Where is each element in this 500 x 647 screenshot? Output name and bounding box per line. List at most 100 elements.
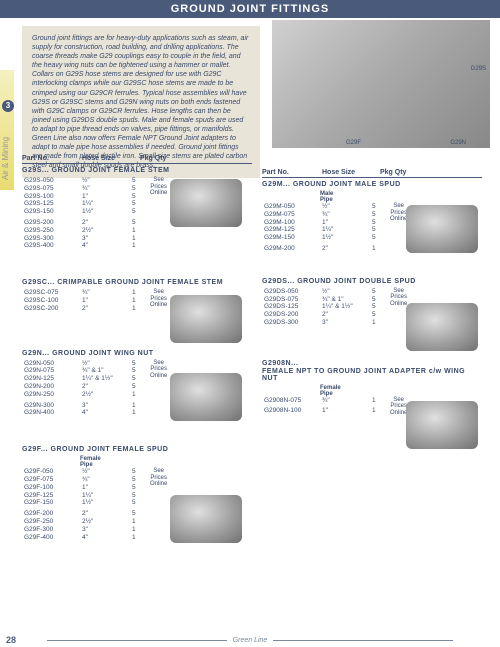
cell-size: 2"	[80, 383, 130, 391]
table-row: G29N-050½"5See Prices Online	[22, 360, 169, 368]
table-row: G29M-050½"5See Prices Online	[262, 203, 409, 211]
cell-qty: 5	[130, 208, 148, 216]
col-hosesize-r: Hose Size	[322, 169, 380, 176]
cell-qty: 5	[370, 234, 388, 242]
cell-qty: 1	[130, 534, 148, 542]
footer-brand: Green Line	[0, 637, 500, 644]
table-row: G29S-3003"1	[22, 235, 148, 243]
see-prices-note: See Prices Online	[148, 289, 169, 312]
col-pkgqty: Pkg Qty	[140, 155, 180, 162]
table-row: G29F-1501½"5	[22, 499, 169, 507]
hero-label-g29f: G29F	[346, 140, 361, 146]
cell-qty: 1	[130, 235, 148, 243]
cell-qty: 5	[130, 510, 148, 518]
cell-partno: G29F-075	[22, 476, 80, 484]
cell-partno: G29S-125	[22, 200, 80, 208]
cell-size: 2½"	[80, 391, 130, 399]
table-row: G29M-1001"5	[262, 219, 409, 227]
cell-size: 1½"	[80, 208, 130, 216]
cell-partno: G29S-050	[22, 177, 80, 185]
cell-size: 4"	[80, 409, 130, 417]
table-row: G29S-2502½"1	[22, 227, 148, 235]
cell-size: ½"	[320, 203, 370, 211]
cell-partno: G29SC-075	[22, 289, 80, 297]
table-g29m: G29M-050½"5See Prices OnlineG29M-075¾"5G…	[262, 203, 409, 242]
cell-partno: G29DS-075	[262, 296, 320, 304]
table-row: G29M-075¾"5	[262, 211, 409, 219]
table-g29f-2: G29F-2002"5G29F-2502½"1G29F-3003"1G29F-4…	[22, 510, 148, 541]
cell-qty: 1	[130, 305, 148, 313]
cell-size: 2½"	[80, 227, 130, 235]
cell-size: 3"	[80, 526, 130, 534]
cell-partno: G29DS-125	[262, 303, 320, 311]
cell-size: 1¼" & 1½"	[320, 303, 370, 311]
col-partno: Part No.	[22, 155, 82, 162]
cell-qty: 5	[130, 375, 148, 383]
table-g29n-2: G29N-3003"1G29N-4004"1	[22, 402, 148, 418]
table-row: G29S-1501½"5	[22, 208, 169, 216]
cell-qty: 1	[370, 319, 388, 327]
table-row: G29DS-2002"5	[262, 311, 409, 319]
product-image-g29m	[406, 205, 478, 253]
cell-qty: 5	[370, 211, 388, 219]
cell-size: ¾"	[80, 289, 130, 297]
cell-partno: G2908N-100	[262, 407, 320, 417]
cell-size: ½"	[80, 468, 130, 476]
table-g29f: G29F-050½"5See Prices OnlineG29F-075¾"5G…	[22, 468, 169, 507]
cell-partno: G29S-300	[22, 235, 80, 243]
cell-partno: G29SC-200	[22, 305, 80, 313]
table-row: G29S-4004"1	[22, 242, 148, 250]
cell-qty: 5	[130, 200, 148, 208]
cell-size: ¾"	[320, 397, 370, 407]
section-title-g29n: G29N... GROUND JOINT WING NUT	[22, 350, 252, 357]
product-image-g29sc	[170, 295, 242, 343]
table-row: G29DS-050½"5See Prices Online	[262, 288, 409, 296]
table-g29sc: G29SC-075¾"1See Prices OnlineG29SC-1001"…	[22, 289, 169, 312]
cell-size: ¾"	[80, 185, 130, 193]
cell-partno: G29M-200	[262, 245, 320, 253]
col-header-right: Part No. Hose Size Pkg Qty	[262, 169, 482, 178]
col-hosesize: Hose Size	[82, 155, 140, 162]
section-title-g29m: G29M... GROUND JOINT MALE SPUD	[262, 181, 482, 188]
cell-qty: 1	[130, 409, 148, 417]
table-row: G29N-1251¼" & 1½"5	[22, 375, 169, 383]
cell-size: 1"	[80, 297, 130, 305]
side-tab-text: Air & Mining	[1, 137, 10, 180]
table-row: G29SC-2002"1	[22, 305, 169, 313]
table-g29ds: G29DS-050½"5See Prices OnlineG29DS-075¾"…	[262, 288, 409, 327]
col-pkgqty-r: Pkg Qty	[380, 169, 420, 176]
product-image-g29f	[170, 495, 242, 543]
table-row: G29N-3003"1	[22, 402, 148, 410]
table-row: G29F-1001"5	[22, 484, 169, 492]
section-title-g29ds: G29DS... GROUND JOINT DOUBLE SPUD	[262, 278, 482, 285]
cell-qty: 5	[130, 468, 148, 476]
product-image-g29n	[170, 373, 242, 421]
page-number: 28	[6, 635, 16, 645]
cell-size: 2"	[80, 510, 130, 518]
table-g2908n: G2908N-075¾"1See Prices OnlineG2908N-100…	[262, 397, 409, 417]
cell-size: 2½"	[80, 518, 130, 526]
cell-partno: G29M-150	[262, 234, 320, 242]
cell-size: ¾" & 1"	[80, 367, 130, 375]
table-row: G29M-2002"1	[262, 245, 388, 253]
cell-qty: 5	[370, 219, 388, 227]
table-row: G29F-050½"5See Prices Online	[22, 468, 169, 476]
cell-size: ½"	[320, 288, 370, 296]
table-row: G29F-1251¼"5	[22, 492, 169, 500]
section-title-g29sc: G29SC... CRIMPABLE GROUND JOINT FEMALE S…	[22, 279, 252, 286]
cell-size: ½"	[80, 360, 130, 368]
cell-partno: G29N-300	[22, 402, 80, 410]
cell-partno: G29F-050	[22, 468, 80, 476]
cell-partno: G2908N-075	[262, 397, 320, 407]
cell-partno: G29DS-300	[262, 319, 320, 327]
table-row: G29F-2502½"1	[22, 518, 148, 526]
hero-label-g29s: G29S	[471, 66, 486, 72]
cell-partno: G29M-125	[262, 226, 320, 234]
cell-size: ¾"	[320, 211, 370, 219]
see-prices-note: See Prices Online	[148, 468, 169, 507]
cell-qty: 5	[130, 492, 148, 500]
cell-partno: G29F-150	[22, 499, 80, 507]
cell-qty: 5	[130, 499, 148, 507]
product-image-g29s	[170, 179, 242, 227]
table-row: G29N-075¾" & 1"5	[22, 367, 169, 375]
